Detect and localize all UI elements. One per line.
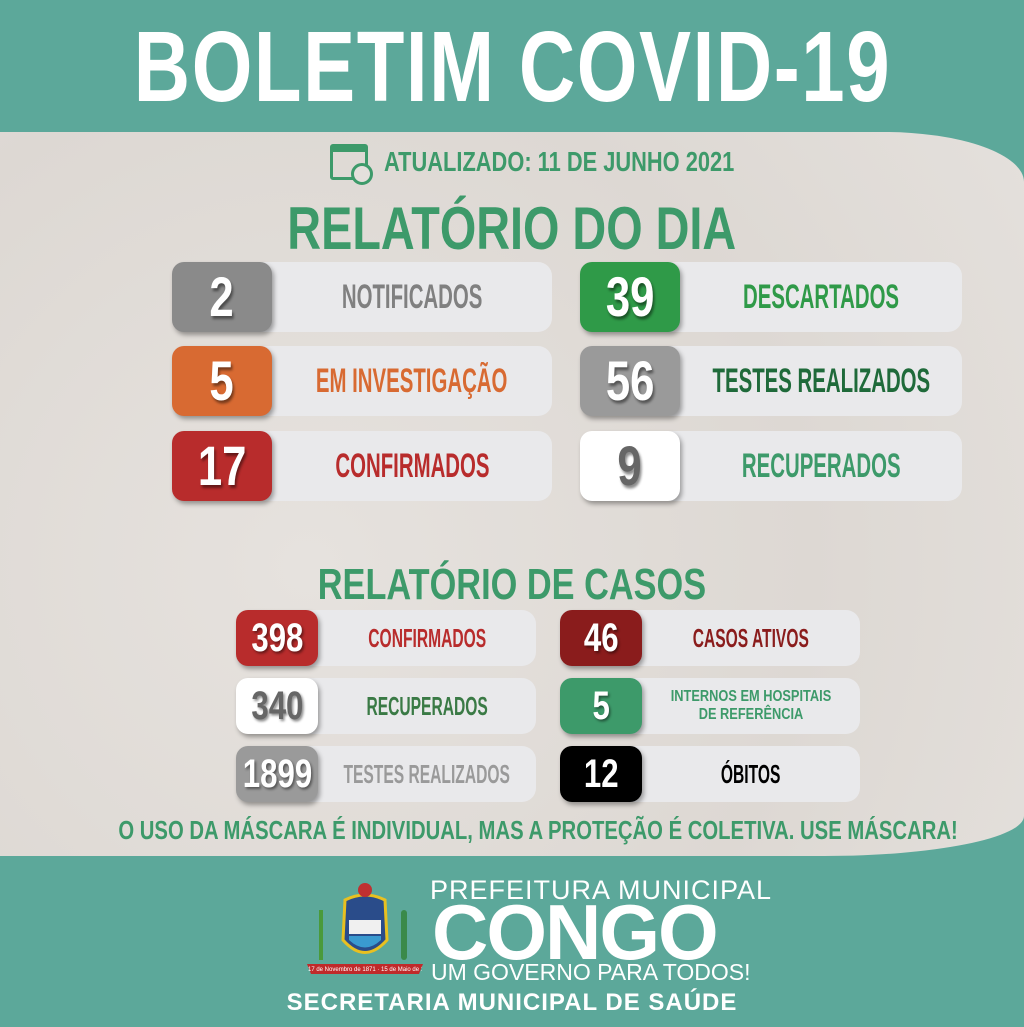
updated-text: ATUALIZADO: 11 DE JUNHO 2021: [384, 146, 735, 177]
stat-label: CASOS ATIVOS: [692, 623, 810, 653]
stat-cases-0: 398 CONFIRMADOS: [236, 610, 536, 666]
stat-label: EM INVESTIGAÇÃO: [316, 362, 508, 400]
motto: UM GOVERNO PARA TODOS!: [431, 959, 751, 985]
stat-cases-5: 12 ÓBITOS: [560, 746, 860, 802]
stat-label: RECUPERADOS: [741, 447, 901, 485]
stat-value: 5: [172, 346, 272, 416]
stat-daily-0: 2 NOTIFICADOS: [172, 262, 552, 332]
stat-daily-4: 17 CONFIRMADOS: [172, 431, 552, 501]
stat-value: 17: [172, 431, 272, 501]
stat-label: TESTES REALIZADOS: [343, 759, 511, 789]
crest-ribbon-text: 17 de Novembro de 1871 · 15 de Maio de 1…: [308, 967, 422, 973]
stat-cases-4: 1899 TESTES REALIZADOS: [236, 746, 536, 802]
secretaria-label: SECRETARIA MUNICIPAL DE SAÚDE: [286, 989, 738, 1016]
daily-title: RELATÓRIO DO DIA: [287, 195, 737, 262]
header-banner: BOLETIM COVID-19: [0, 0, 1024, 135]
stat-label: RECUPERADOS: [366, 691, 488, 721]
stat-cases-1: 46 CASOS ATIVOS: [560, 610, 860, 666]
stat-label: CONFIRMADOS: [334, 447, 490, 485]
stat-label: DESCARTADOS: [742, 278, 900, 316]
stat-value: 9: [580, 431, 680, 501]
stat-label: CONFIRMADOS: [368, 623, 486, 653]
stat-cases-2: 340 RECUPERADOS: [236, 678, 536, 734]
updated-line: ATUALIZADO: 11 DE JUNHO 2021: [330, 142, 833, 185]
stat-label: NOTIFICADOS: [341, 278, 483, 316]
page-title: BOLETIM COVID-19: [133, 11, 891, 123]
mask-slogan: O USO DA MÁSCARA É INDIVIDUAL, MAS A PRO…: [118, 815, 958, 845]
stat-value: 39: [580, 262, 680, 332]
stat-value: 12: [560, 746, 642, 802]
stat-daily-5: 9 RECUPERADOS: [580, 431, 962, 501]
cases-title: RELATÓRIO DE CASOS: [317, 560, 707, 609]
stat-daily-2: 5 EM INVESTIGAÇÃO: [172, 346, 552, 416]
stat-value: 340: [236, 678, 318, 734]
stat-value: 398: [236, 610, 318, 666]
stat-daily-1: 39 DESCARTADOS: [580, 262, 962, 332]
stat-label: ÓBITOS: [721, 759, 781, 789]
stat-cases-3: 5 INTERNOS EM HOSPITAIS DE REFERÊNCIA: [560, 678, 860, 734]
prefeitura-label: PREFEITURA MUNICIPAL: [430, 875, 773, 905]
city-name: CONGO: [432, 888, 719, 976]
stat-value: 1899: [236, 746, 318, 802]
calendar-clock-icon: [330, 144, 373, 185]
stat-value: 46: [560, 610, 642, 666]
stat-label: TESTES REALIZADOS: [712, 362, 930, 400]
stat-value: 5: [560, 678, 642, 734]
stat-value: 56: [580, 346, 680, 416]
stat-label: INTERNOS EM HOSPITAIS DE REFERÊNCIA: [670, 688, 832, 723]
municipal-crest-logo: [307, 883, 423, 974]
stat-value: 2: [172, 262, 272, 332]
stat-daily-3: 56 TESTES REALIZADOS: [580, 346, 962, 416]
